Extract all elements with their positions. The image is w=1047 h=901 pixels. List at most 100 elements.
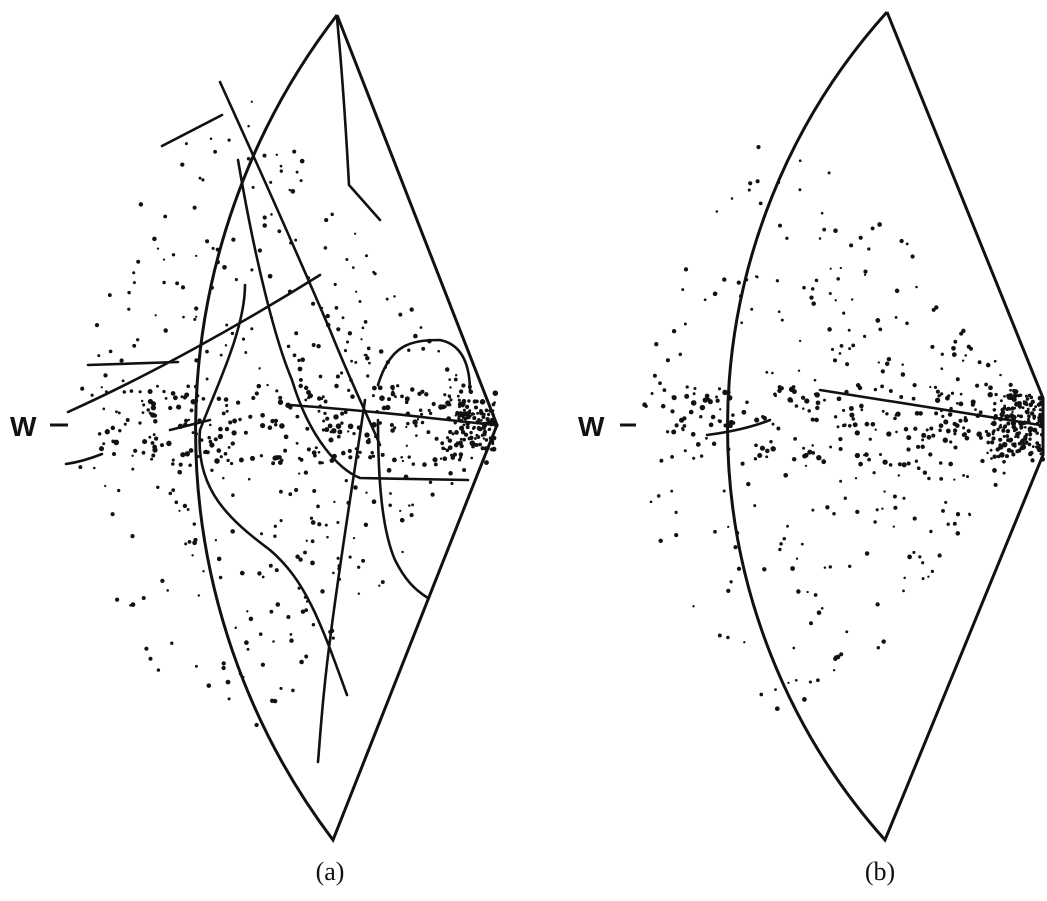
noise-hit-dot <box>712 291 718 297</box>
noise-hit-dot <box>927 575 930 578</box>
noise-hit-dot <box>765 455 769 459</box>
noise-hit-dot <box>156 247 160 250</box>
noise-hit-dot <box>746 481 751 487</box>
noise-hit-dot <box>480 418 483 422</box>
panel-b-label: (b) <box>865 857 895 886</box>
noise-hit-dot <box>787 681 790 685</box>
noise-hit-dot <box>353 232 357 235</box>
noise-hit-dot <box>110 425 116 431</box>
track-a-9 <box>376 338 472 394</box>
noise-hit-dot <box>311 450 317 456</box>
noise-hit-dot <box>242 675 245 679</box>
noise-hit-dot <box>692 456 696 460</box>
noise-hit-dot <box>1000 407 1005 412</box>
noise-hit-dot <box>753 457 758 461</box>
noise-hit-dot <box>965 475 970 479</box>
noise-hit-dot <box>843 423 847 427</box>
noise-hit-dot <box>692 392 696 396</box>
noise-hit-dot <box>448 378 452 381</box>
noise-hit-dot <box>110 512 115 517</box>
noise-hit-dot <box>310 539 315 544</box>
noise-hit-dot <box>192 540 197 546</box>
noise-hit-dot <box>352 536 356 540</box>
noise-hit-dot <box>858 235 863 240</box>
noise-hit-dot <box>271 461 276 466</box>
noise-hit-dot <box>959 331 964 336</box>
noise-hit-dot <box>452 452 457 457</box>
noise-hit-dot <box>420 420 425 425</box>
noise-hit-dot <box>884 361 890 367</box>
noise-hit-dot <box>839 479 843 483</box>
noise-hit-dot <box>348 455 353 460</box>
noise-hit-dot <box>311 623 316 627</box>
noise-hit-dot <box>838 436 843 442</box>
noise-hit-dot <box>833 656 838 661</box>
noise-hit-dot <box>138 421 142 425</box>
noise-hit-dot <box>138 202 144 207</box>
noise-hit-dot <box>457 398 461 402</box>
noise-hit-dot <box>820 606 824 610</box>
noise-hit-dot <box>214 458 220 464</box>
noise-hit-dot <box>863 273 867 276</box>
noise-hit-dot <box>326 535 329 539</box>
noise-hit-dot <box>816 610 822 616</box>
noise-hit-dot <box>324 523 328 527</box>
noise-hit-dot <box>431 401 436 407</box>
noise-hit-dot <box>254 391 259 396</box>
noise-hit-dot <box>168 405 173 411</box>
noise-hit-dot <box>759 445 766 451</box>
noise-hit-dot <box>484 408 489 413</box>
noise-hit-dot <box>458 452 464 457</box>
noise-hit-dot <box>148 435 152 439</box>
track-a-7 <box>198 283 349 697</box>
noise-hit-dot <box>324 218 329 223</box>
noise-hit-dot <box>1032 407 1036 412</box>
noise-hit-dot <box>353 485 358 490</box>
noise-hit-dot <box>433 462 438 467</box>
noise-hit-dot <box>1016 393 1021 398</box>
noise-hit-dot <box>357 592 361 595</box>
panel-b-noise-hits <box>642 145 1046 712</box>
noise-hit-dot <box>190 398 197 405</box>
noise-hit-dot <box>996 427 1000 432</box>
noise-hit-dot <box>671 395 674 398</box>
noise-hit-dot <box>1001 441 1008 448</box>
noise-hit-dot <box>704 393 710 399</box>
panel-a-w-marker: W <box>10 411 37 442</box>
noise-hit-dot <box>146 408 150 412</box>
noise-hit-dot <box>343 349 348 353</box>
noise-hit-dot <box>222 476 225 480</box>
noise-hit-dot <box>368 361 371 365</box>
noise-hit-dot <box>316 504 320 509</box>
noise-hit-dot <box>715 398 720 403</box>
noise-hit-dot <box>321 461 324 465</box>
noise-hit-dot <box>147 398 153 405</box>
noise-hit-dot <box>1019 425 1024 430</box>
noise-hit-dot <box>726 395 733 401</box>
noise-hit-dot <box>1027 393 1032 398</box>
noise-hit-dot <box>777 310 781 314</box>
noise-hit-dot <box>728 423 733 429</box>
noise-hit-dot <box>365 491 368 494</box>
noise-hit-dot <box>295 170 299 174</box>
noise-hit-dot <box>466 414 471 420</box>
noise-hit-dot <box>448 471 453 476</box>
noise-hit-dot <box>692 605 695 608</box>
noise-hit-dot <box>855 509 860 515</box>
track-a-10 <box>316 398 367 764</box>
noise-hit-dot <box>243 430 248 435</box>
noise-hit-dot <box>472 416 477 421</box>
noise-hit-dot <box>221 661 226 666</box>
noise-hit-dot <box>1004 454 1010 459</box>
noise-hit-dot <box>454 430 459 435</box>
noise-hit-dot <box>168 491 173 496</box>
noise-hit-dot <box>467 399 471 403</box>
noise-hit-dot <box>914 459 919 463</box>
noise-hit-dot <box>978 410 983 415</box>
noise-hit-dot <box>1006 447 1012 453</box>
noise-hit-dot <box>854 452 861 459</box>
noise-hit-dot <box>688 409 694 415</box>
noise-hit-dot <box>205 377 209 381</box>
noise-hit-dot <box>196 455 200 458</box>
noise-hit-dot <box>877 222 882 227</box>
